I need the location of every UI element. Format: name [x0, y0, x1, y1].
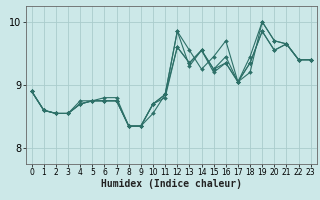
X-axis label: Humidex (Indice chaleur): Humidex (Indice chaleur)	[101, 179, 242, 189]
